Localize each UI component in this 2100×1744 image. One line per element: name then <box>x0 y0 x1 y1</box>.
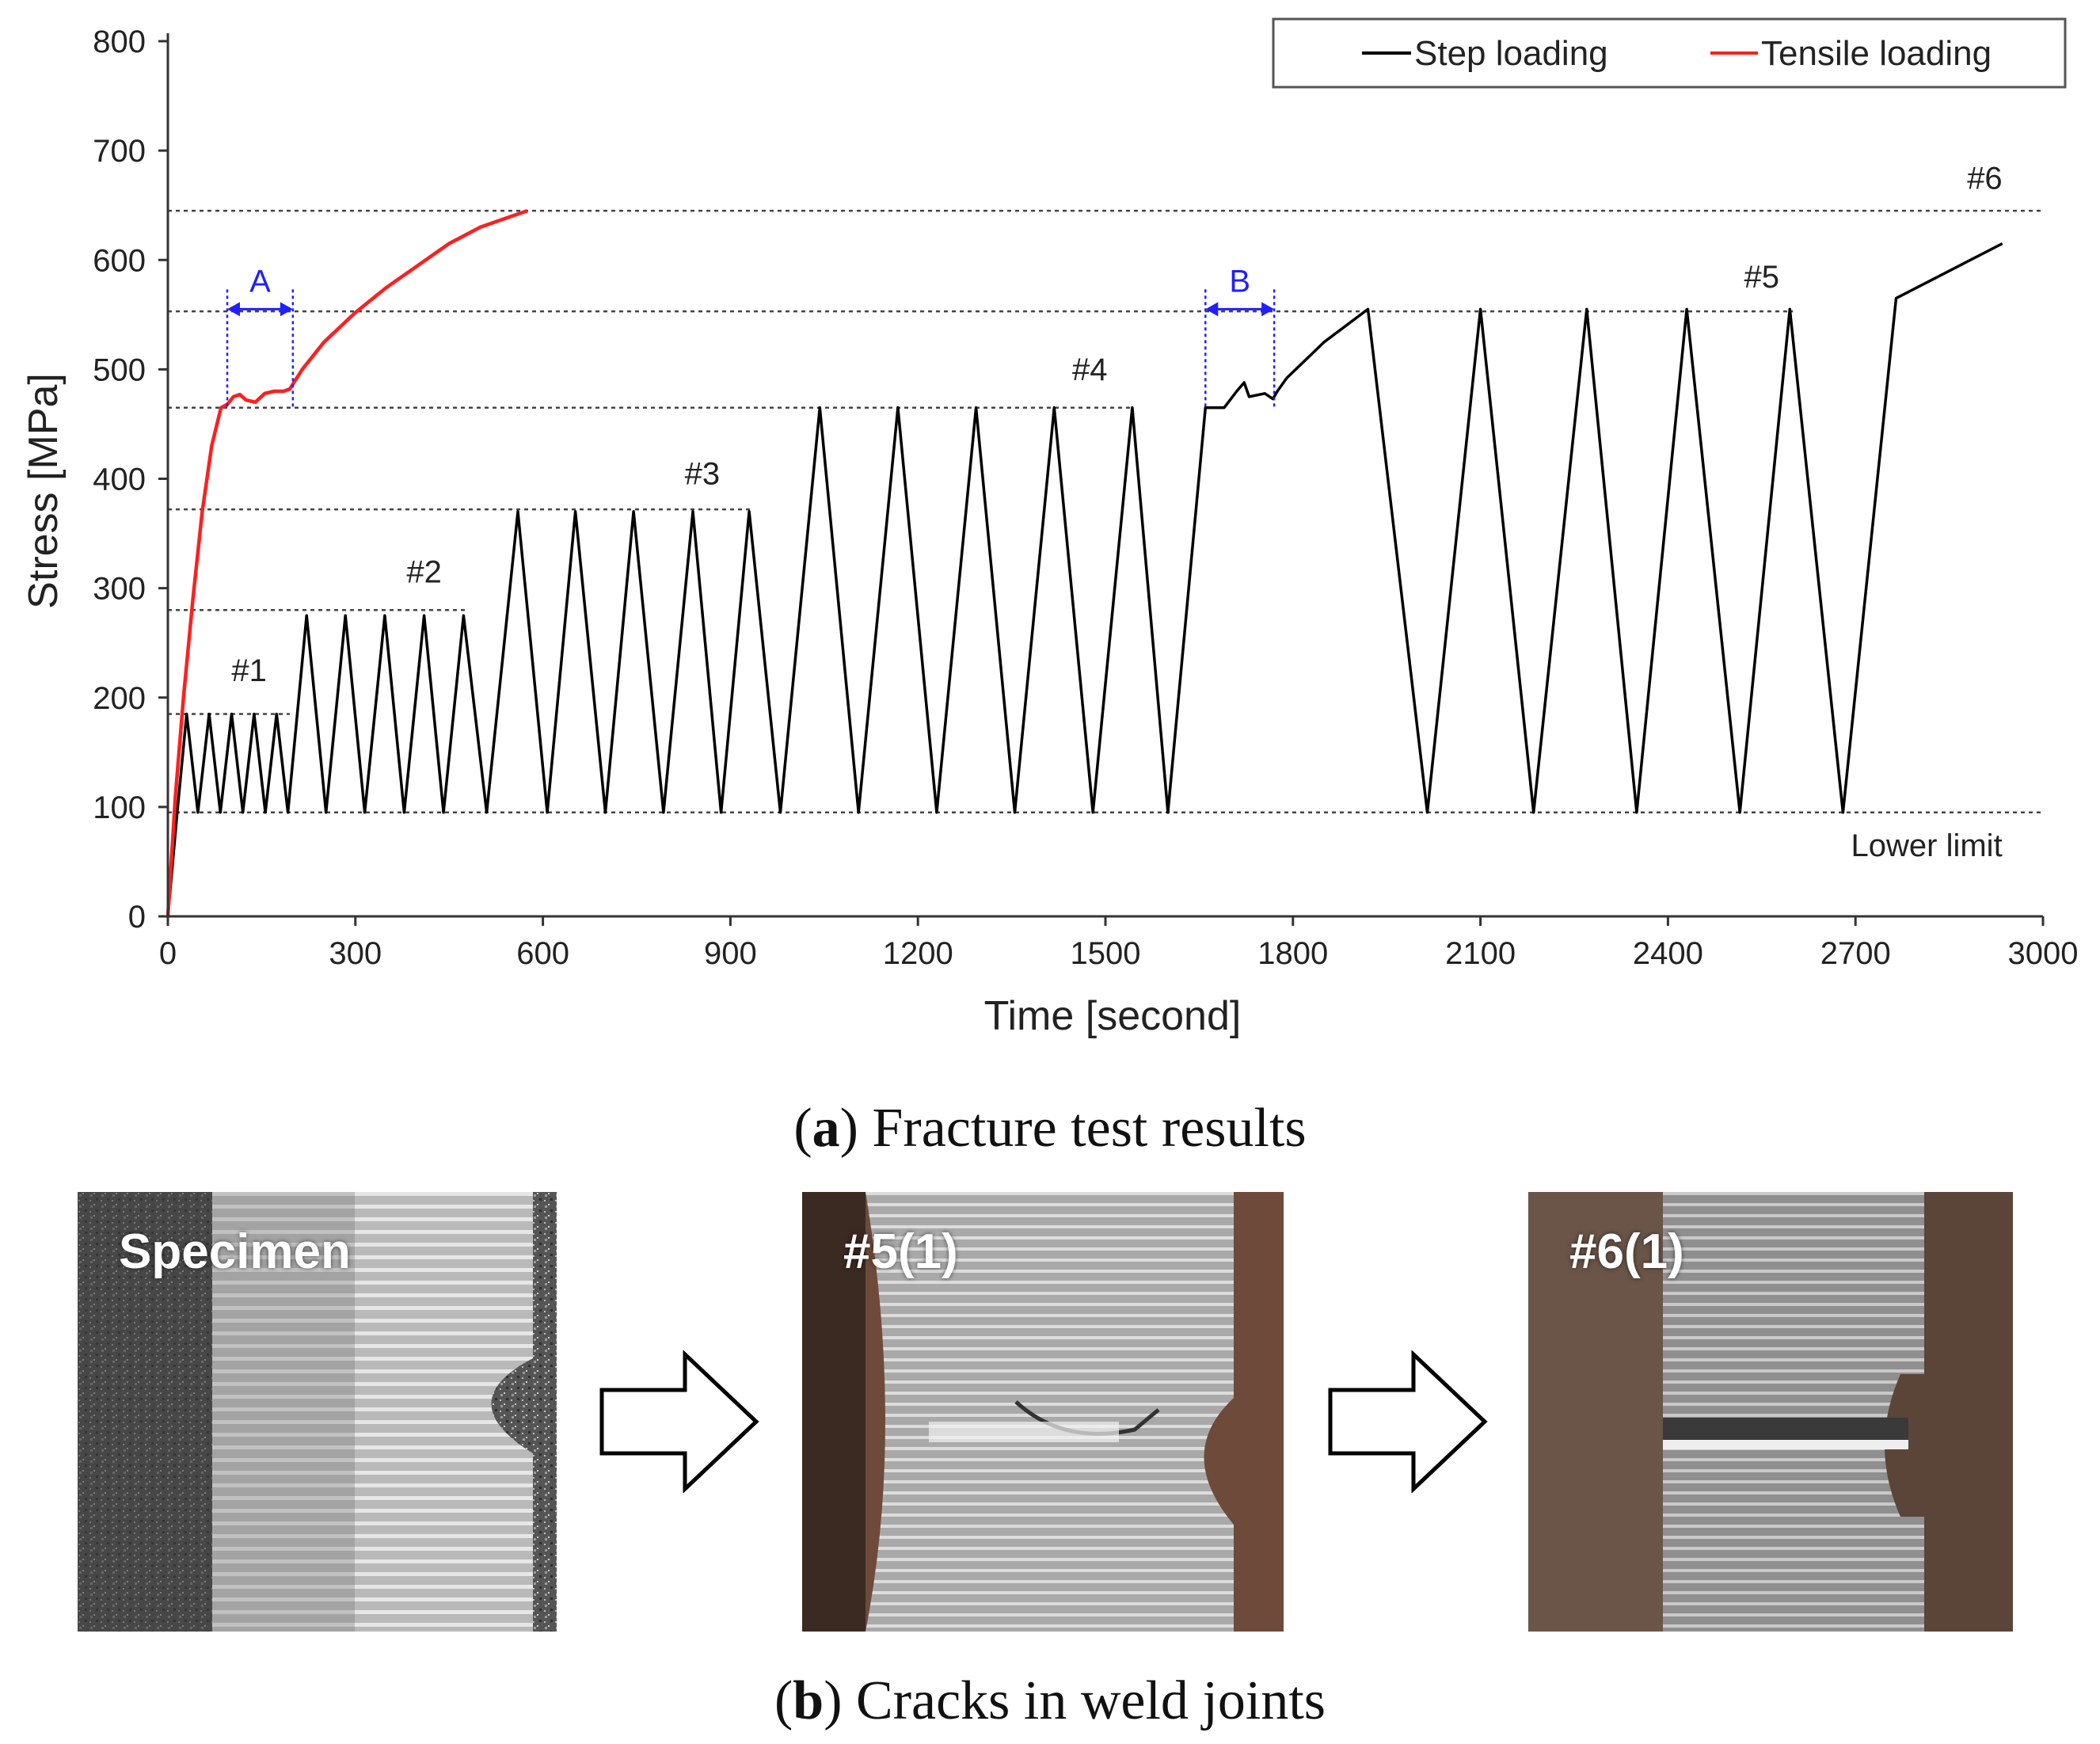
caption-a-letter: a <box>812 1098 840 1159</box>
series-layer <box>165 208 2003 917</box>
legend-step-label: Step loading <box>1414 34 1608 73</box>
step-label: #1 <box>231 653 267 688</box>
step-label: Lower limit <box>1851 828 2003 863</box>
x-tick-label: 1200 <box>883 936 953 971</box>
x-tick-label: 300 <box>329 936 382 971</box>
y-tick-label: 700 <box>93 134 146 169</box>
y-tick-label: 200 <box>93 681 146 716</box>
legend: Step loading Tensile loading <box>1272 17 2067 89</box>
fracture-test-chart: A B #1 #2 #3 #4 #5 #6 Lower limit 0 100 200 300 400 5… <box>21 17 2078 1039</box>
x-tick-label: 2100 <box>1445 936 1516 971</box>
caption-b-text: Cracks in weld joints <box>856 1670 1326 1731</box>
photo-crack-6: #6(1) <box>1528 1192 2013 1632</box>
annotation-arrowhead-right <box>280 302 293 317</box>
photo-crack-5: #5(1) <box>802 1192 1284 1632</box>
x-axis-title: Time [second] <box>984 993 1242 1039</box>
tensile-loading-line <box>165 208 528 917</box>
y-tick-label: 800 <box>93 25 146 59</box>
y-tick-label: 600 <box>93 243 146 278</box>
y-tick-label: 400 <box>93 463 146 497</box>
crack-5-label: #5(1) <box>843 1224 958 1279</box>
annotation-label: A <box>249 264 271 299</box>
y-tick-label: 300 <box>93 572 146 607</box>
caption-a: (a) Fracture test results <box>793 1098 1307 1159</box>
x-tick-label: 3000 <box>2008 936 2079 971</box>
step-label: #6 <box>1967 161 2003 196</box>
photo-specimen: Specimen <box>78 1192 557 1632</box>
x-tick-label: 2400 <box>1633 936 1703 971</box>
crack-6-label: #6(1) <box>1569 1224 1684 1279</box>
annotation-label: B <box>1229 264 1250 299</box>
y-tick-label: 0 <box>128 900 146 935</box>
y-tick-label: 100 <box>93 790 146 825</box>
x-tick-label: 2700 <box>1820 936 1891 971</box>
annotation-arrowhead-right <box>1261 302 1275 317</box>
specimen-image <box>78 1192 557 1632</box>
step-label: #4 <box>1072 352 1108 387</box>
x-tick-label: 900 <box>704 936 757 971</box>
step-loading-line <box>166 242 2003 917</box>
specimen-label: Specimen <box>119 1224 351 1279</box>
x-tick-label: 600 <box>516 936 569 971</box>
x-tick-label: 0 <box>159 936 177 971</box>
crack-5-image <box>802 1192 1284 1632</box>
axes-layer: 0 100 200 300 400 500 600 700 800 0 300 600 900 1200 1… <box>93 25 2078 971</box>
annotation-arrowhead-left <box>1205 302 1219 317</box>
annotation-arrowhead-left <box>226 302 240 317</box>
caption-b-letter: b <box>793 1670 824 1731</box>
step-label: #3 <box>685 456 721 491</box>
arrow-right-icon <box>1328 1350 1488 1493</box>
step-label: #2 <box>406 555 442 590</box>
legend-tensile-label: Tensile loading <box>1761 34 1992 73</box>
x-tick-label: 1500 <box>1071 936 1141 971</box>
step-label: #5 <box>1744 260 1780 295</box>
y-tick-label: 500 <box>93 352 146 387</box>
annotation-layer: A B #1 #2 #3 #4 #5 #6 Lower limit <box>226 161 2003 863</box>
arrow-right-icon <box>599 1350 759 1493</box>
reference-lines <box>168 209 2043 814</box>
x-tick-label: 1800 <box>1257 936 1328 971</box>
crack-6-image <box>1528 1192 2013 1632</box>
caption-a-text: Fracture test results <box>872 1098 1307 1159</box>
y-axis-title: Stress [MPa] <box>21 373 67 609</box>
caption-b: (b) Cracks in weld joints <box>774 1670 1326 1731</box>
